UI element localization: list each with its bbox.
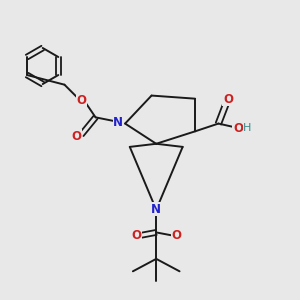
Text: O: O bbox=[131, 229, 141, 242]
Text: N: N bbox=[151, 202, 161, 216]
Text: O: O bbox=[171, 229, 182, 242]
Text: O: O bbox=[233, 122, 243, 135]
Text: O: O bbox=[76, 94, 87, 107]
Text: O: O bbox=[72, 130, 82, 142]
Text: O: O bbox=[223, 93, 233, 106]
Text: N: N bbox=[113, 116, 123, 128]
Text: H: H bbox=[243, 123, 251, 133]
